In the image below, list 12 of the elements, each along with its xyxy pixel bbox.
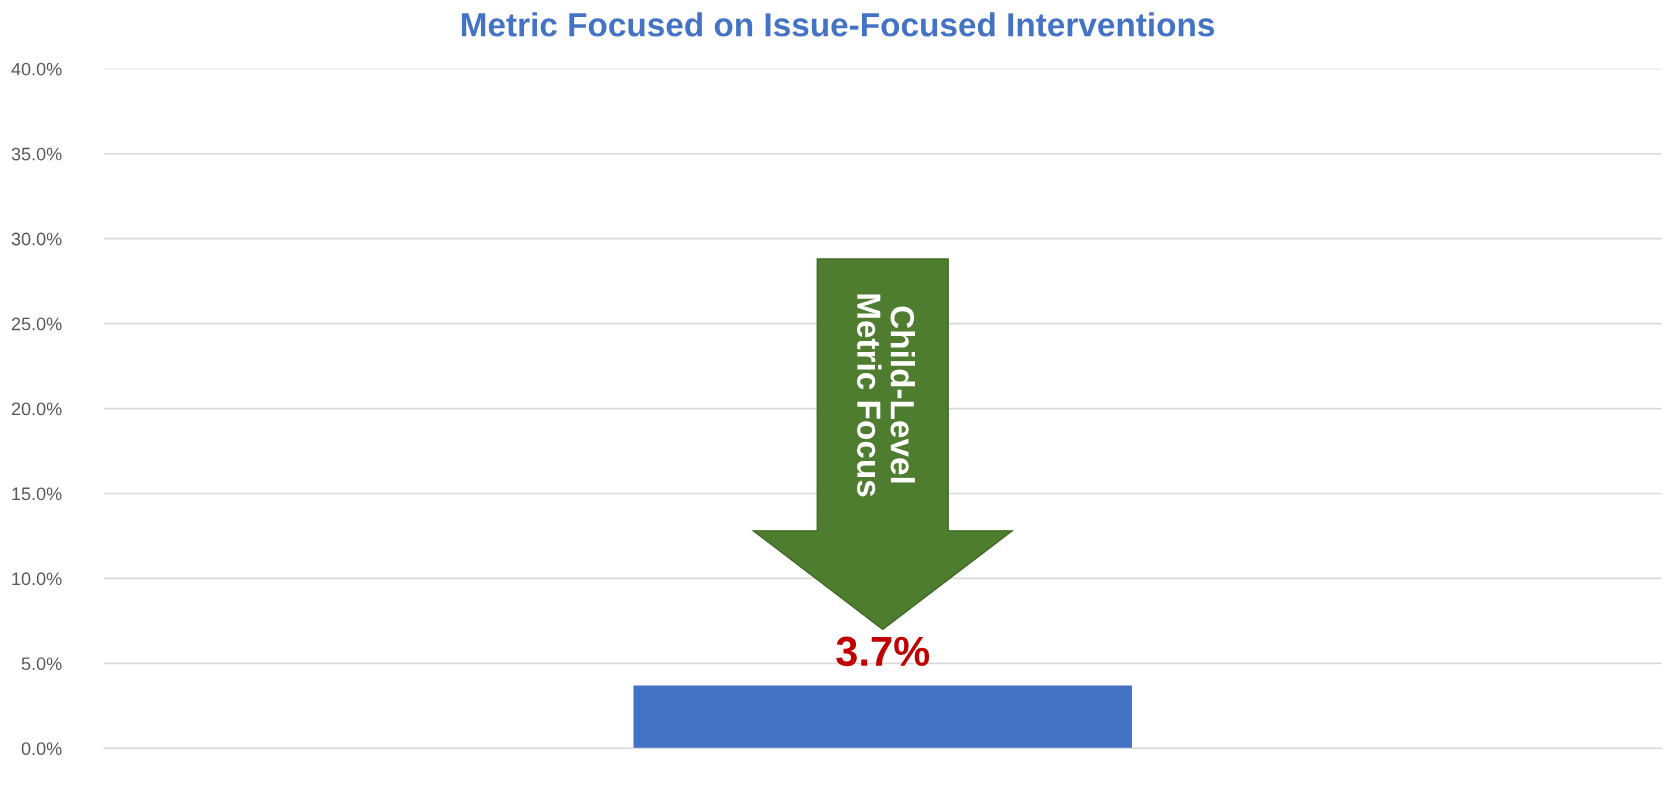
y-tick-label: 35.0% <box>11 147 62 161</box>
chart-title: Metric Focused on Issue-Focused Interventions <box>461 12 1215 37</box>
data-label: 3.7% <box>836 636 930 667</box>
y-tick-label: 15.0% <box>12 487 62 501</box>
y-tick-label: 25.0% <box>11 317 62 331</box>
y-tick-label: 0.0% <box>21 742 62 756</box>
y-tick-label: 5.0% <box>21 657 62 671</box>
annotation: Child-Level Metric Focus <box>857 294 916 497</box>
y-tick-label: 30.0% <box>11 232 62 246</box>
y-tick-label: 10.0% <box>12 572 62 586</box>
y-tick-label: 20.0% <box>11 402 62 416</box>
y-tick-label: 40.0% <box>11 62 62 76</box>
